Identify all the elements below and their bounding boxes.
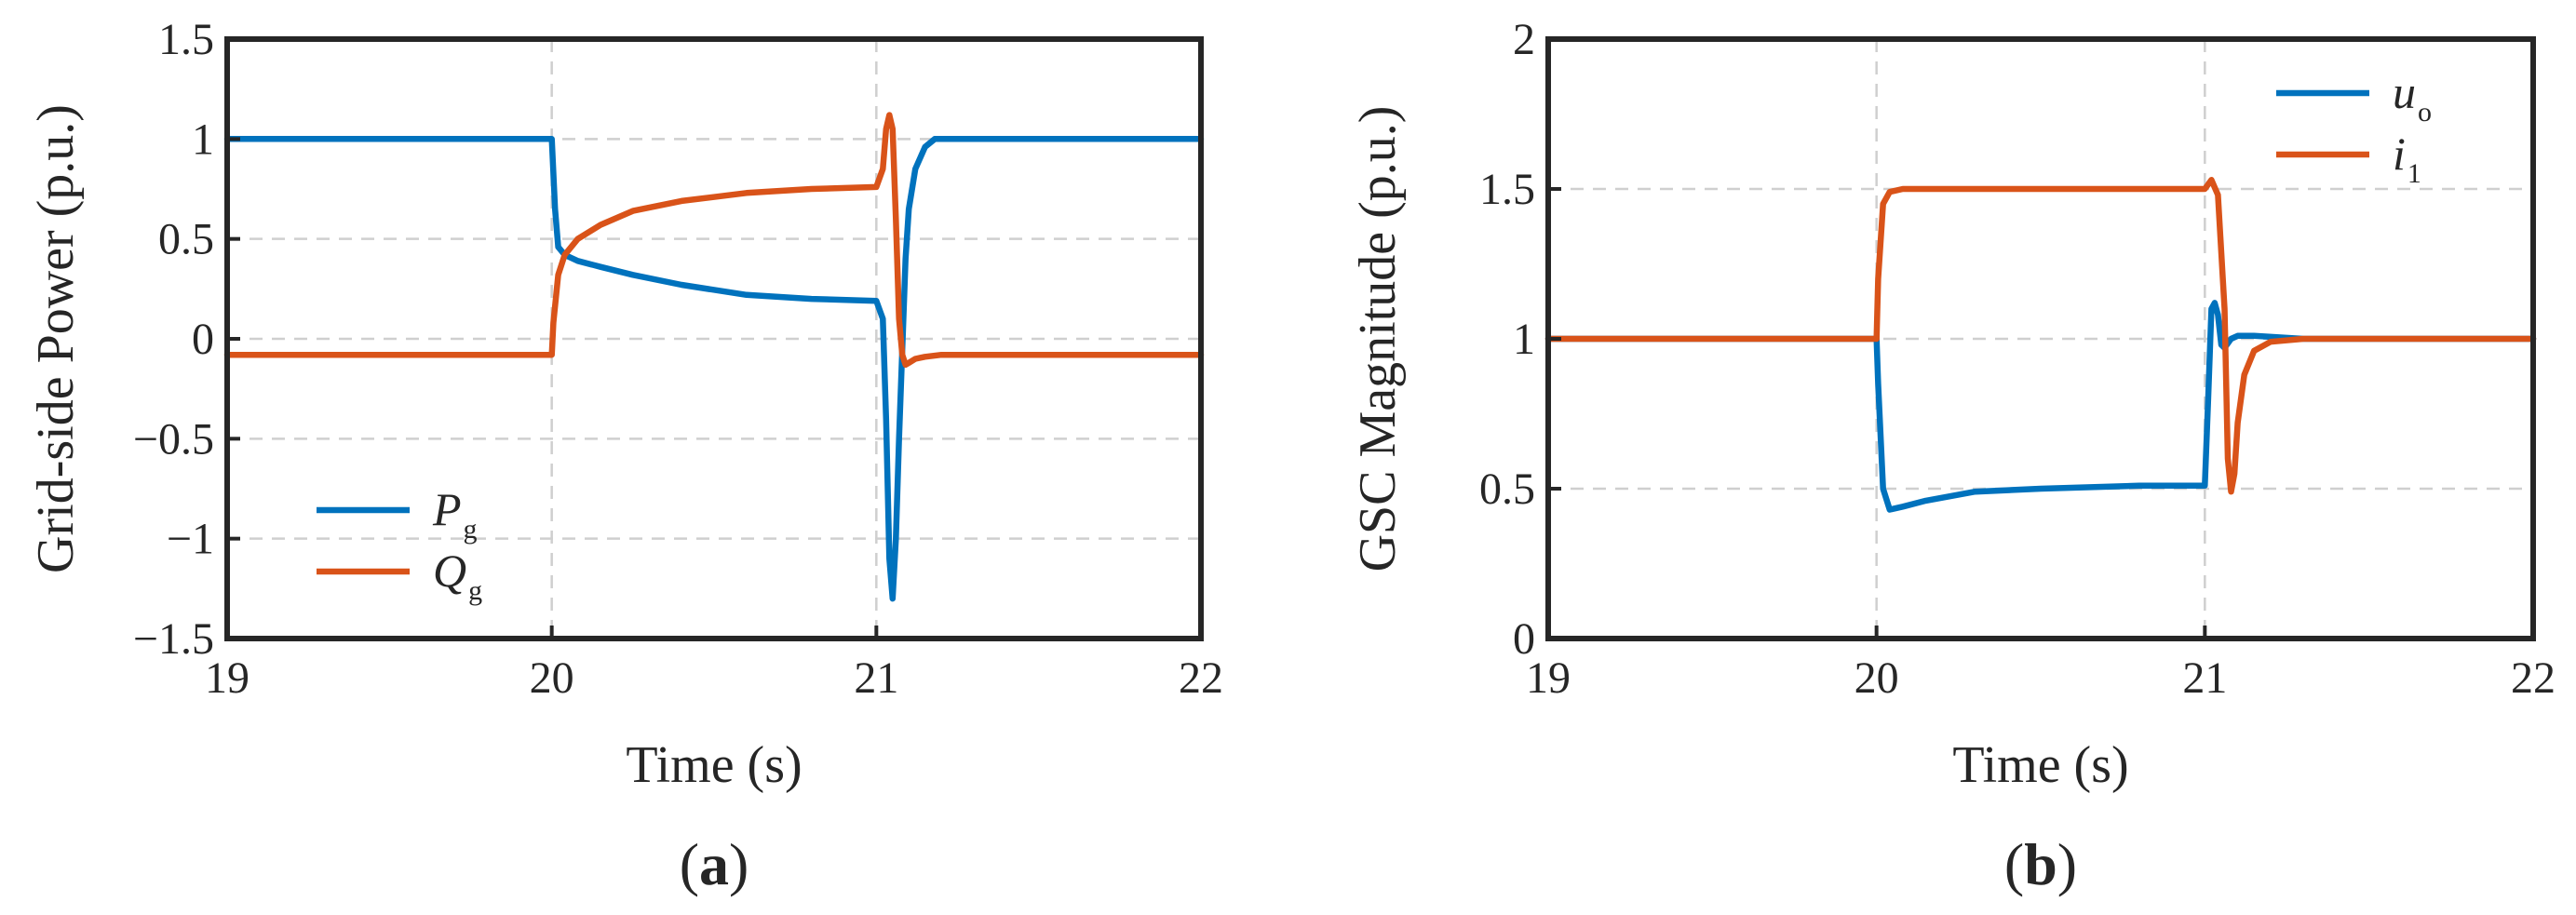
caption-b: (b) — [2004, 831, 2077, 897]
y-tick-label-b-1: 0.5 — [1479, 464, 1535, 514]
legend-label-Pg: Pg — [432, 483, 478, 545]
caption-letter-b: b — [2024, 831, 2057, 897]
series-line-uo — [1544, 300, 2537, 513]
y-tick-label-a-1: −1 — [167, 515, 214, 564]
x-tick-label-a-3: 22 — [1179, 653, 1223, 703]
series-line-Pg — [223, 136, 1205, 602]
legend-label-i1: i1 — [2393, 128, 2421, 189]
x-axis-label-a: Time (s) — [626, 736, 802, 794]
svg-text:(a): (a) — [680, 831, 749, 897]
y-tick-label-a-2: −0.5 — [133, 414, 214, 464]
svg-text:(b): (b) — [2004, 831, 2077, 897]
caption-a: (a) — [680, 831, 749, 897]
y-tick-label-b-2: 1 — [1513, 315, 1535, 364]
legend-item-uo: uo — [2276, 66, 2432, 128]
legend-label-Qg: Qg — [433, 545, 482, 606]
y-tick-label-b-3: 1.5 — [1479, 165, 1535, 214]
y-axis-label-b: GSC Magnitude (p.u.) — [1349, 106, 1407, 572]
legend-item-Qg: Qg — [317, 545, 482, 606]
y-tick-label-a-6: 1.5 — [158, 15, 214, 64]
x-tick-label-a-1: 20 — [530, 653, 574, 703]
panel-b: 19 20 21 22 0 0.5 1 1.5 2 Time (s) GSC Magnitude… — [1349, 15, 2556, 897]
y-tick-label-a-5: 1 — [192, 114, 214, 164]
grid-a — [227, 39, 1201, 639]
y-tick-label-a-4: 0.5 — [158, 215, 214, 264]
ticks-a: 19 20 21 22 −1.5 −1 −0.5 0 0.5 1 1.5 — [133, 15, 1223, 703]
ticks-b: 19 20 21 22 0 0.5 1 1.5 2 — [1479, 15, 2556, 703]
legend-item-Pg: Pg — [317, 483, 478, 545]
x-tick-label-a-0: 19 — [205, 653, 250, 703]
y-tick-label-a-0: −1.5 — [133, 614, 214, 664]
series-layer-a — [223, 112, 1205, 602]
series-line-i1 — [1544, 177, 2537, 495]
caption-letter-a: a — [699, 831, 729, 897]
x-tick-label-b-2: 21 — [2182, 653, 2227, 703]
x-tick-label-a-2: 21 — [854, 653, 898, 703]
x-axis-label-b: Time (s) — [1952, 736, 2128, 794]
y-tick-label-b-0: 0 — [1513, 614, 1535, 664]
x-tick-label-b-1: 20 — [1854, 653, 1899, 703]
legend-label-uo: uo — [2393, 66, 2432, 128]
series-line-Qg — [223, 112, 1205, 369]
legend-item-i1: i1 — [2276, 128, 2421, 189]
panel-a: 19 20 21 22 −1.5 −1 −0.5 0 0.5 1 1.5 Time (s) Grid… — [27, 15, 1223, 897]
series-layer-b — [1544, 177, 2537, 513]
y-tick-label-b-4: 2 — [1513, 15, 1535, 64]
y-tick-label-a-3: 0 — [192, 315, 214, 364]
x-tick-label-b-0: 19 — [1526, 653, 1571, 703]
y-axis-label-a: Grid-side Power (p.u.) — [27, 104, 85, 573]
x-tick-label-b-3: 22 — [2511, 653, 2556, 703]
